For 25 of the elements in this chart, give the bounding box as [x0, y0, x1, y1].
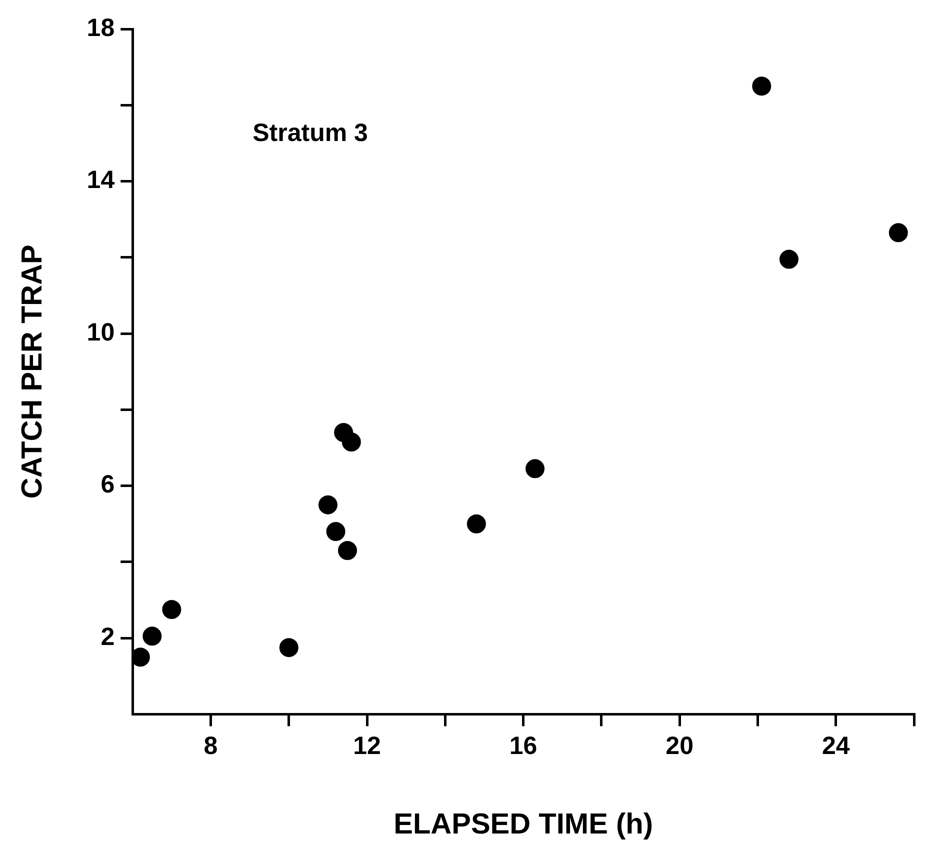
y-tick-label: 6 — [100, 470, 115, 499]
point — [888, 223, 908, 242]
point — [752, 76, 772, 96]
point — [338, 541, 357, 560]
x-tick-label: 20 — [666, 732, 694, 760]
x-axis-title: ELAPSED TIME (h) — [394, 808, 653, 841]
x-tick-label: 24 — [822, 732, 850, 760]
point — [526, 459, 545, 478]
annotation: Stratum 3 — [252, 118, 368, 147]
x-tick-label: 8 — [204, 732, 218, 760]
y-tick-label: 10 — [86, 318, 115, 346]
point — [142, 626, 162, 646]
x-tick-label: 16 — [509, 732, 538, 760]
x-tick-label: 12 — [353, 732, 381, 760]
point — [279, 638, 298, 658]
y-tick-label: 18 — [86, 14, 115, 42]
point — [779, 250, 798, 269]
point — [318, 495, 338, 514]
point — [326, 522, 346, 541]
y-tick-label: 2 — [100, 622, 115, 651]
point — [466, 514, 486, 534]
point — [162, 600, 182, 620]
y-tick-label: 14 — [86, 166, 115, 194]
y-axis-title: CATCH PER TRAP — [16, 244, 48, 499]
point — [342, 432, 361, 452]
